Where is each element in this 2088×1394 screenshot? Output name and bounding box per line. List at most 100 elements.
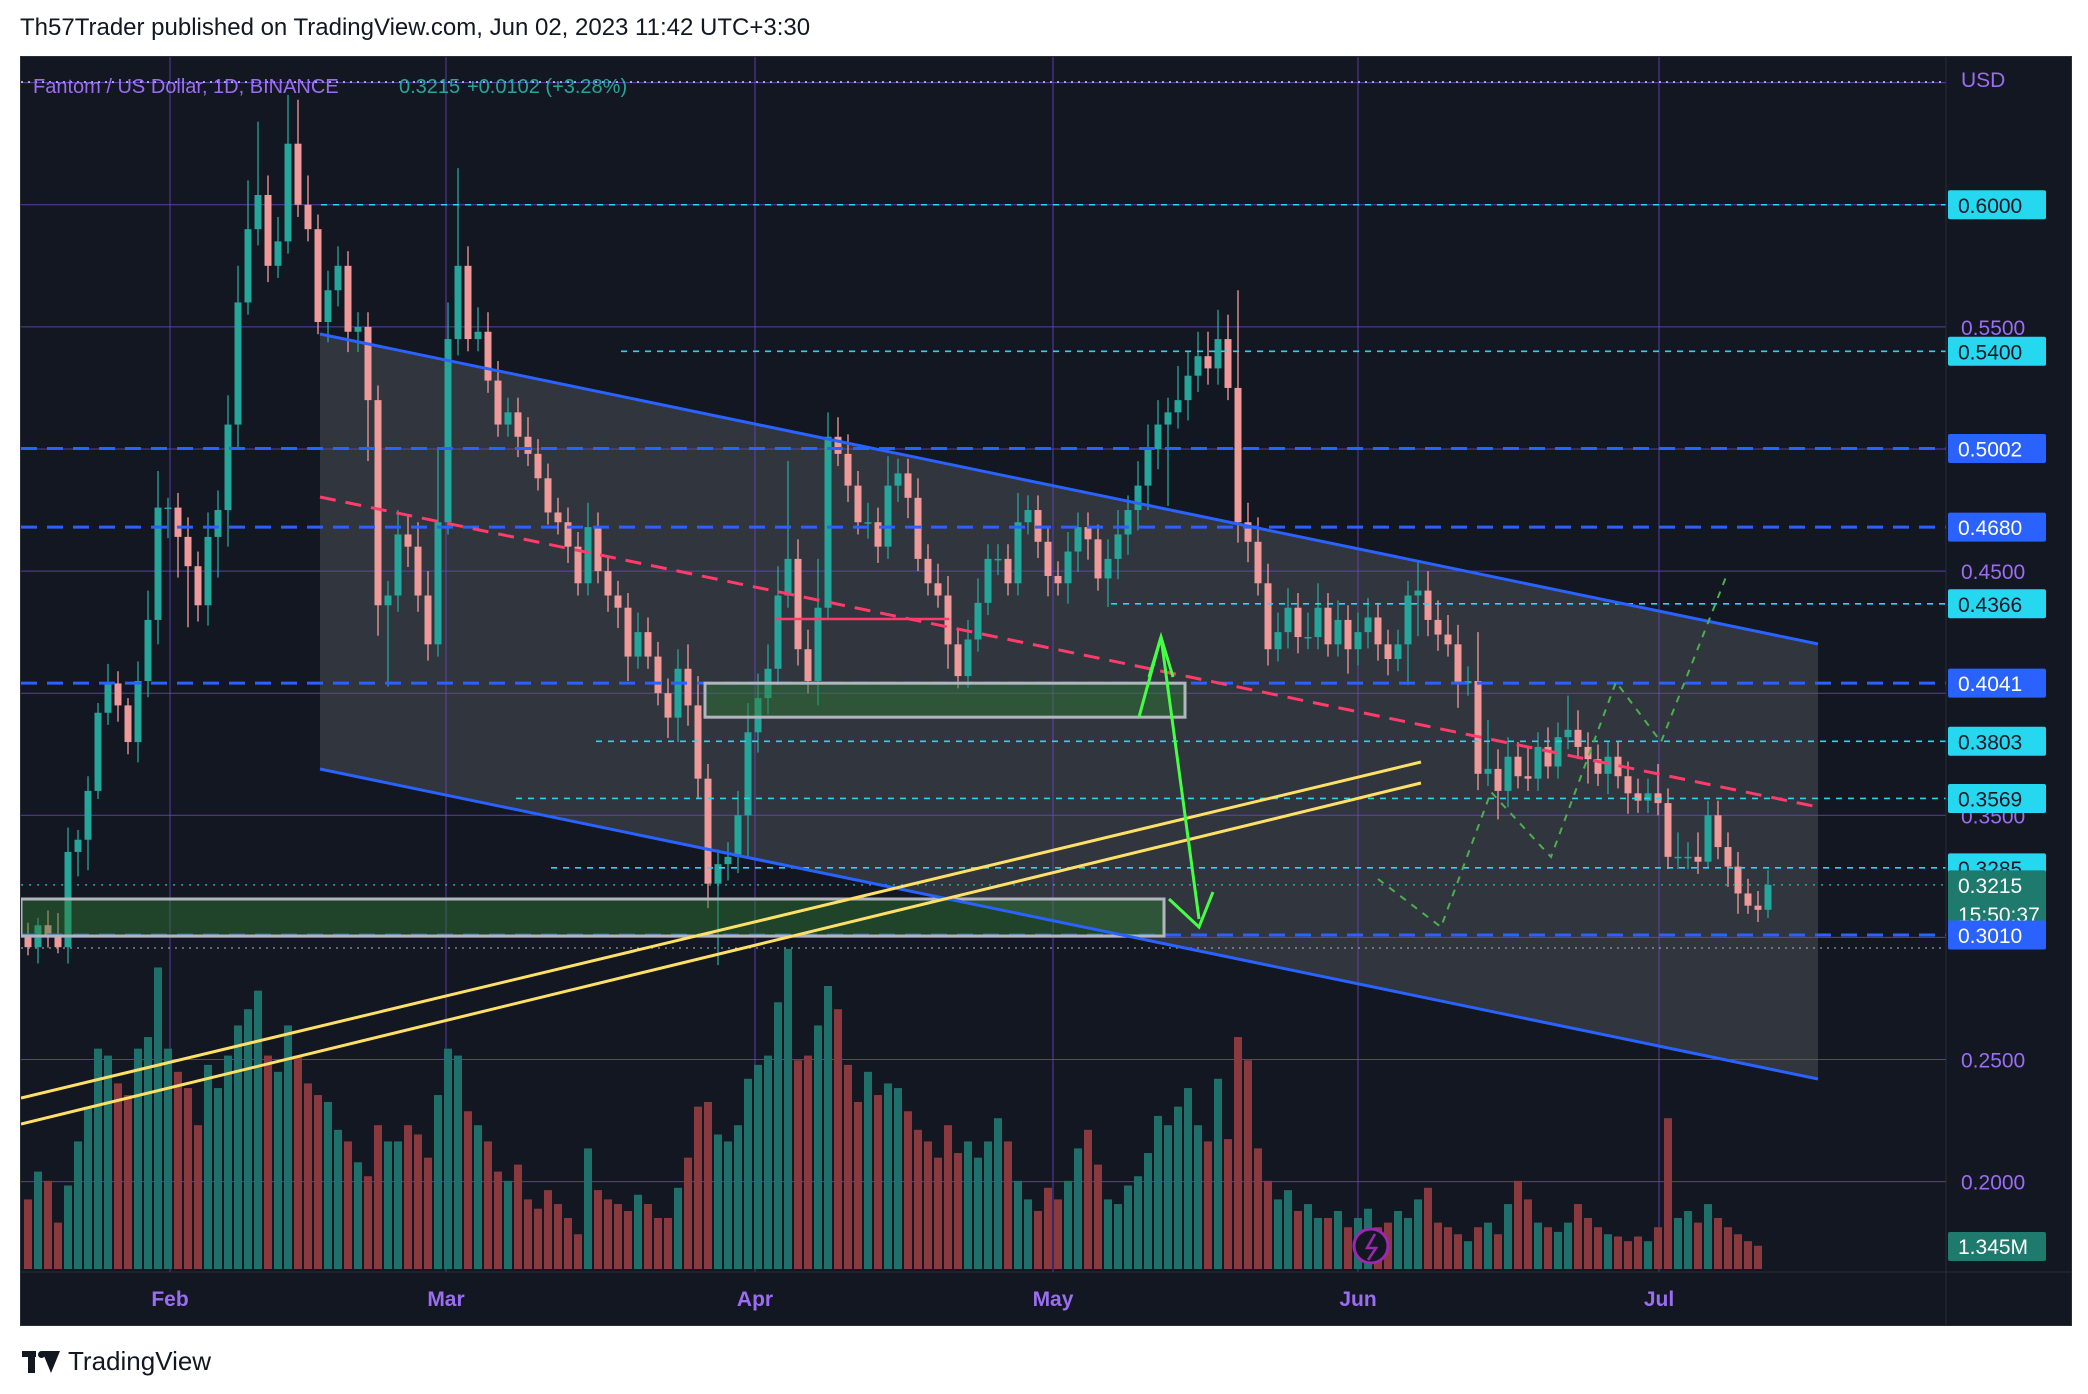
volume-bar (1544, 1227, 1552, 1269)
candle (714, 849, 722, 966)
volume-bar (184, 1088, 192, 1269)
volume-bar (1624, 1241, 1632, 1269)
candle (214, 490, 222, 578)
candle (224, 395, 232, 547)
volume-bar (104, 1055, 112, 1269)
volume-bar (154, 967, 162, 1269)
candle-body (1454, 644, 1462, 684)
volume-bar (1074, 1148, 1082, 1269)
candle-body (364, 326, 372, 401)
candle-body (804, 649, 812, 681)
volume-bar (1174, 1106, 1182, 1269)
candle (1374, 602, 1382, 661)
candle (784, 461, 792, 608)
candle (374, 385, 382, 636)
volume-bar (1004, 1141, 1012, 1269)
candle (1024, 495, 1032, 535)
candle (1544, 727, 1552, 779)
candle-body (234, 302, 242, 425)
volume-bar (744, 1078, 752, 1269)
volume-bar (1294, 1211, 1302, 1269)
candle-body (1424, 590, 1432, 620)
candle (364, 312, 372, 462)
candle (734, 790, 742, 874)
candle-body (1614, 756, 1622, 777)
candle-body (1184, 375, 1192, 401)
candle-body (554, 512, 562, 523)
candle (1364, 597, 1372, 649)
candle-body (204, 536, 212, 606)
candle (584, 502, 592, 596)
volume-bar (954, 1153, 962, 1269)
volume-bar (144, 1037, 152, 1269)
volume-bar (224, 1055, 232, 1269)
volume-bar (464, 1111, 472, 1269)
candle-body (1334, 619, 1342, 645)
candle (444, 302, 452, 535)
candle-body (1324, 607, 1332, 645)
candle (1734, 851, 1742, 914)
candle-body (24, 937, 32, 948)
price-badge-0.3569 (1948, 783, 2046, 813)
candle (104, 663, 112, 725)
price-badge-text: 0.5400 (1958, 341, 2022, 364)
candle-body (1044, 541, 1052, 576)
candle-body (1584, 746, 1592, 760)
volume-bar (84, 1106, 92, 1269)
price-badge-0.3010 (1948, 920, 2046, 950)
volume-bar (864, 1071, 872, 1269)
volume-bar (584, 1148, 592, 1269)
volume-bar (1424, 1187, 1432, 1269)
volume-bar (1514, 1180, 1522, 1269)
candle-body (624, 607, 632, 657)
candle-body (474, 331, 482, 340)
channel-upper-line (319, 332, 1819, 646)
volume-bar (634, 1194, 642, 1269)
candle (1714, 800, 1722, 860)
candle-body (424, 595, 432, 645)
candle-body (774, 595, 782, 669)
candle (204, 512, 212, 626)
volume-bar (524, 1199, 532, 1269)
candle (1334, 600, 1342, 657)
candle-body (1574, 729, 1582, 747)
candle (1014, 492, 1022, 596)
candle (824, 412, 832, 620)
candle (1354, 612, 1362, 666)
volume-bar (934, 1157, 942, 1269)
volume-bar (644, 1204, 652, 1269)
candle-body (314, 229, 322, 322)
candle-body (1374, 617, 1382, 645)
candle (1594, 744, 1602, 786)
candle-body (344, 265, 352, 332)
price-badge-text: 0.3010 (1958, 925, 2022, 948)
volume-bar (1094, 1164, 1102, 1269)
candle (454, 168, 462, 356)
candle (574, 532, 582, 596)
candle (1454, 624, 1462, 708)
price-chart[interactable]: Fantom / US Dollar, 1D, BINANCE 0.3215 +0.… (21, 57, 2072, 1326)
price-badges: 0.6000 0.5400 0.5002 0.4680 0.4366 0.4041 0.38… (1948, 190, 2046, 950)
volume-bar (1054, 1199, 1062, 1269)
candle (954, 629, 962, 689)
candle (544, 463, 552, 525)
candle-body (284, 143, 292, 242)
candle (484, 312, 492, 393)
volume-bar (254, 990, 262, 1269)
candle-body (754, 698, 762, 733)
candle (864, 502, 872, 539)
volume-bar (124, 1095, 132, 1269)
candle (1664, 788, 1672, 870)
candle-body (1404, 595, 1412, 645)
candle (184, 517, 192, 628)
candle (284, 94, 292, 254)
volume-bar (404, 1125, 412, 1269)
candle (1194, 331, 1202, 392)
chart-frame[interactable]: Fantom / US Dollar, 1D, BINANCE 0.3215 +0.… (20, 56, 2072, 1326)
lightning-circle (1352, 1227, 1390, 1265)
candle-body (1244, 522, 1252, 542)
volume-bar (484, 1141, 492, 1269)
candle-body (1714, 815, 1722, 848)
footer-brand: TradingView (68, 1346, 212, 1376)
candle (1214, 309, 1222, 385)
